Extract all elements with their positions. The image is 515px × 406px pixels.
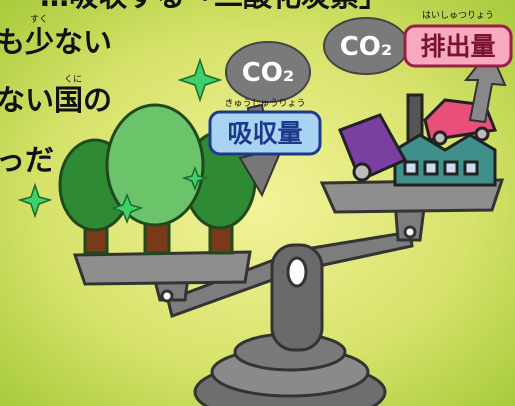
caption-ruby: すく <box>30 14 48 25</box>
page: …吸収する「二酸化炭素」 すく も少ない くに ない国の っだ <box>0 0 515 406</box>
caption-line: っだ <box>0 143 54 177</box>
cloud-label: CO₂ <box>340 32 393 62</box>
caption-line: …吸収する「二酸化炭素」 <box>40 0 388 13</box>
label-ruby: はいしゅつりょう <box>422 10 494 21</box>
label: 排出量 <box>420 32 495 61</box>
caption-line: も少ない <box>0 25 112 59</box>
label: 吸収量 <box>227 119 302 148</box>
illustration: …吸収する「二酸化炭素」 すく も少ない くに ない国の っだ <box>0 0 515 406</box>
caption-line: ない国の <box>0 83 112 117</box>
label-ruby: きゅうしゅうりょう <box>224 98 305 109</box>
cloud-label: CO₂ <box>242 58 295 88</box>
